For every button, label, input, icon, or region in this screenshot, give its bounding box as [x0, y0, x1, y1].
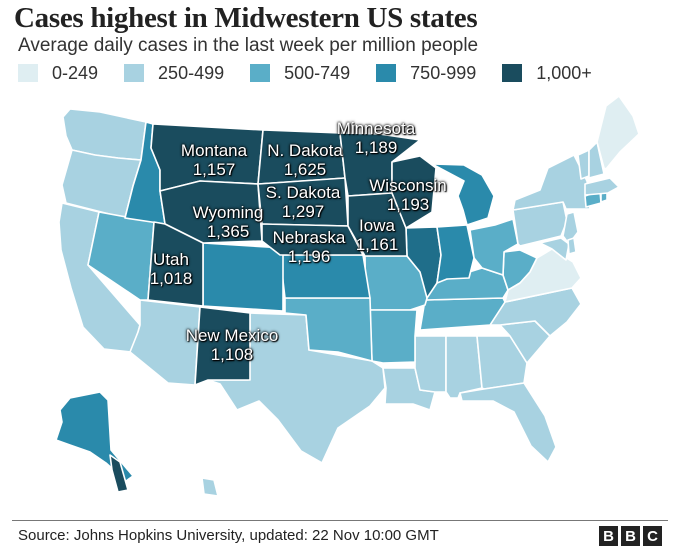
label-state-name: Iowa [359, 216, 395, 235]
label-state-name: N. Dakota [267, 141, 343, 160]
legend-label: 750-999 [410, 62, 477, 83]
source-note: Source: Johns Hopkins University, update… [18, 527, 439, 544]
label-value: 1,157 [192, 160, 236, 179]
legend-label: 250-499 [158, 62, 225, 83]
label-minnesota: Minnesota [337, 119, 415, 138]
state-vermont [577, 149, 590, 180]
state-arkansas [369, 309, 418, 364]
chart-subtitle: Average daily cases in the last week per… [18, 35, 479, 56]
label-state-name: Nebraska [272, 228, 346, 247]
label-north-dakota: N. Dakota 1,625 [267, 141, 343, 179]
state-new-mexico [194, 306, 251, 386]
legend-swatch [376, 64, 397, 82]
label-value: 1,297 [281, 202, 325, 221]
label-state-name: Utah [153, 250, 189, 269]
label-iowa: Iowa 1,161 [356, 216, 399, 254]
bbc-logo: B B C [596, 526, 662, 546]
bbc-logo-box: B [599, 526, 618, 546]
legend-item-250-499: 250-499 [124, 63, 224, 84]
legend-item-500-749: 500-749 [250, 63, 350, 84]
legend-swatch [124, 64, 145, 82]
bbc-logo-box: B [621, 526, 640, 546]
state-alaska-panhandle [109, 454, 129, 493]
label-state-name: New Mexico [185, 326, 279, 345]
label-state-name: S. Dakota [265, 183, 341, 202]
label-new-mexico: New Mexico 1,108 [186, 326, 279, 364]
state-nebraska [261, 223, 364, 256]
legend-item-0-249: 0-249 [18, 63, 98, 84]
legend-label: 500-749 [284, 62, 351, 83]
us-choropleth-map [55, 95, 640, 497]
label-value: 1,161 [355, 235, 399, 254]
label-value: 1,365 [206, 222, 250, 241]
legend-swatch [502, 64, 523, 82]
legend-item-750-999: 750-999 [376, 63, 476, 84]
label-value: 1,108 [210, 345, 254, 364]
label-value: 1,189 [354, 138, 398, 157]
state-indiana [436, 224, 475, 284]
state-oklahoma [284, 297, 373, 362]
label-wisconsin: Wisconsin 1,193 [369, 176, 446, 214]
legend-label: 0-249 [52, 62, 99, 83]
state-hawaii [201, 477, 219, 497]
label-montana: Montana 1,157 [181, 141, 247, 179]
label-state-name: Minnesota [336, 119, 416, 138]
state-mississippi [414, 335, 447, 393]
label-value: 1,625 [283, 160, 327, 179]
state-florida [459, 382, 557, 463]
label-value: 1,196 [287, 247, 331, 266]
label-minnesota-value: 1,189 [355, 138, 398, 157]
state-colorado [202, 242, 284, 312]
state-delaware [567, 237, 577, 255]
state-wisconsin [391, 155, 437, 229]
label-state-name: Montana [180, 141, 248, 160]
label-utah: Utah 1,018 [150, 250, 193, 288]
chart-title: Cases highest in Midwestern US states [14, 2, 478, 34]
legend: 0-249 250-499 500-749 750-999 1,000+ [18, 62, 618, 84]
state-north-carolina [489, 287, 582, 337]
label-value: 1,193 [386, 195, 430, 214]
state-maryland [539, 237, 570, 261]
state-ohio [469, 218, 519, 276]
label-state-name: Wisconsin [369, 176, 447, 195]
legend-item-1000-plus: 1,000+ [502, 63, 592, 84]
legend-swatch [250, 64, 271, 82]
legend-swatch [18, 64, 38, 82]
footer-divider [12, 520, 668, 521]
bbc-logo-box: C [643, 526, 662, 546]
label-state-name: Wyoming [192, 203, 264, 222]
label-wyoming: Wyoming 1,365 [193, 203, 264, 241]
state-utah [147, 221, 204, 307]
label-value: 1,018 [149, 269, 193, 288]
state-new-hampshire [588, 141, 605, 179]
state-alabama [445, 335, 483, 399]
legend-label: 1,000+ [536, 62, 592, 83]
state-maine [596, 95, 640, 170]
state-massachusetts [584, 177, 620, 196]
label-nebraska: Nebraska 1,196 [273, 228, 346, 266]
label-south-dakota: S. Dakota 1,297 [266, 183, 341, 221]
state-michigan [431, 163, 495, 226]
